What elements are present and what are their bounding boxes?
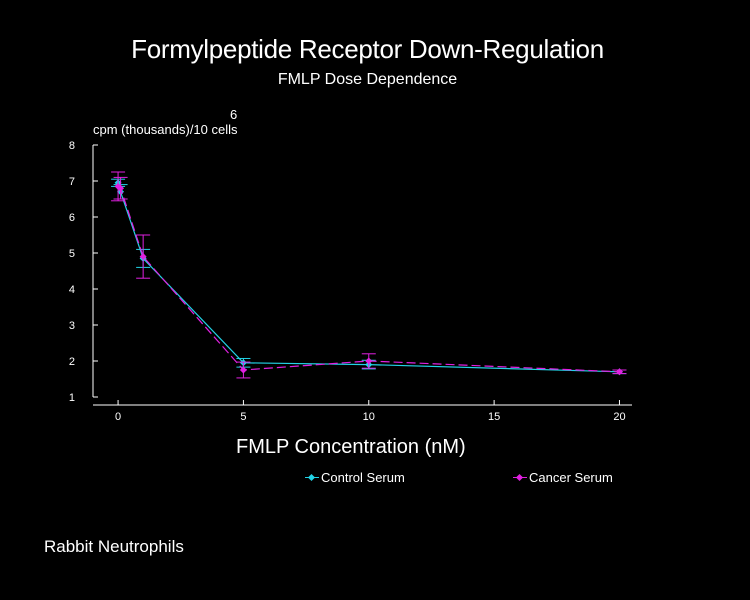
- x-tick: 10: [363, 400, 375, 423]
- series-control-serum: [111, 178, 627, 376]
- chart-subtitle: FMLP Dose Dependence: [277, 71, 458, 88]
- x-tick-label: 10: [363, 411, 375, 423]
- series-line: [117, 182, 620, 373]
- legend-item-control-serum: Control Serum: [305, 470, 405, 485]
- x-tick-label: 20: [613, 411, 625, 423]
- legend-item-cancer-serum: Cancer Serum: [513, 470, 613, 485]
- footnote: Rabbit Neutrophils: [44, 537, 184, 556]
- y-tick: 7: [69, 176, 98, 188]
- y-tick-label: 4: [69, 284, 75, 296]
- y-axis-label-superscript: 6: [230, 107, 238, 122]
- data-point: [239, 366, 247, 374]
- y-tick: 4: [69, 284, 98, 296]
- y-tick: 2: [69, 356, 98, 368]
- x-tick: 15: [488, 400, 500, 423]
- x-tick: 5: [240, 400, 246, 423]
- y-tick-label: 2: [69, 356, 75, 368]
- x-tick-label: 5: [240, 411, 246, 423]
- y-tick: 8: [69, 140, 98, 152]
- y-tick-label: 6: [69, 212, 75, 224]
- data-point: [117, 184, 125, 192]
- y-tick-label: 7: [69, 176, 75, 188]
- legend-label-cancer: Cancer Serum: [529, 470, 613, 485]
- y-tick: 3: [69, 320, 98, 332]
- y-tick: 5: [69, 248, 98, 260]
- x-tick-label: 0: [115, 411, 121, 423]
- data-point: [615, 368, 623, 376]
- y-tick-label: 3: [69, 320, 75, 332]
- data-point: [365, 357, 373, 365]
- legend-swatch-cancer: [513, 473, 527, 483]
- chart-title: Formylpeptide Receptor Down-Regulation: [131, 34, 604, 64]
- x-tick-label: 15: [488, 411, 500, 423]
- y-tick-label: 8: [69, 140, 75, 152]
- series-cancer-serum: [111, 171, 627, 379]
- legend-swatch-control: [305, 473, 319, 483]
- legend-label-control: Control Serum: [321, 470, 405, 485]
- x-tick: 0: [115, 400, 121, 423]
- y-axis-label: cpm (thousands)/10 cells: [93, 122, 238, 137]
- y-tick-label: 1: [69, 392, 75, 404]
- x-tick: 20: [613, 400, 626, 423]
- series-line: [117, 185, 620, 373]
- x-axis-label: FMLP Concentration (nM): [236, 436, 466, 458]
- y-tick-label: 5: [69, 248, 75, 260]
- y-tick: 1: [69, 392, 98, 404]
- y-tick: 6: [69, 212, 98, 224]
- data-point: [139, 253, 147, 261]
